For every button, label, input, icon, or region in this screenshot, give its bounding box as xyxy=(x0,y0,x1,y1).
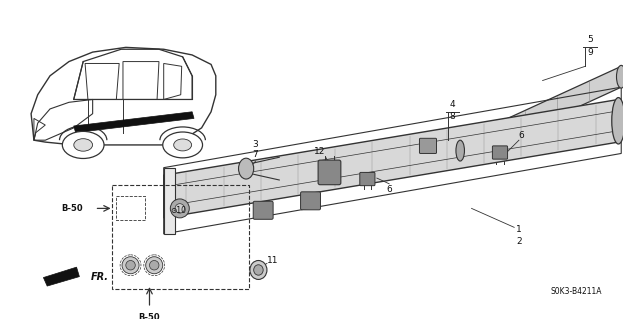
Circle shape xyxy=(175,204,184,213)
Text: 6: 6 xyxy=(518,131,524,140)
Ellipse shape xyxy=(330,166,338,183)
Ellipse shape xyxy=(62,131,104,159)
Text: 5: 5 xyxy=(587,35,593,44)
Ellipse shape xyxy=(173,139,191,151)
Text: 1: 1 xyxy=(516,225,522,234)
Circle shape xyxy=(146,257,163,274)
FancyBboxPatch shape xyxy=(301,192,321,210)
Ellipse shape xyxy=(456,140,465,161)
Circle shape xyxy=(126,261,135,270)
FancyBboxPatch shape xyxy=(419,138,436,153)
Text: 7: 7 xyxy=(253,150,259,159)
Text: FR.: FR. xyxy=(91,271,109,282)
Circle shape xyxy=(170,199,189,218)
Ellipse shape xyxy=(253,265,263,275)
Text: 6: 6 xyxy=(387,185,392,194)
Text: 8: 8 xyxy=(450,112,456,121)
Polygon shape xyxy=(334,137,424,183)
Polygon shape xyxy=(460,66,621,161)
FancyBboxPatch shape xyxy=(360,172,375,186)
Ellipse shape xyxy=(612,98,625,144)
Text: ⊙10: ⊙10 xyxy=(170,206,186,215)
Ellipse shape xyxy=(239,158,253,179)
FancyBboxPatch shape xyxy=(492,146,508,159)
Text: B-50: B-50 xyxy=(61,204,83,213)
FancyBboxPatch shape xyxy=(253,201,273,219)
Polygon shape xyxy=(164,100,618,218)
Ellipse shape xyxy=(250,261,267,279)
Circle shape xyxy=(150,261,159,270)
Text: 12: 12 xyxy=(314,147,326,156)
FancyBboxPatch shape xyxy=(318,160,341,185)
Text: 9: 9 xyxy=(587,48,593,56)
Polygon shape xyxy=(44,267,79,286)
Ellipse shape xyxy=(163,132,202,158)
Ellipse shape xyxy=(616,65,626,88)
Polygon shape xyxy=(164,168,175,234)
Text: 3: 3 xyxy=(253,140,259,149)
Text: B-50: B-50 xyxy=(139,313,160,319)
Polygon shape xyxy=(74,112,194,133)
Text: S0K3-B4211A: S0K3-B4211A xyxy=(551,287,602,296)
Circle shape xyxy=(122,257,139,274)
Ellipse shape xyxy=(74,139,93,151)
Text: 2: 2 xyxy=(516,237,522,246)
Text: 4: 4 xyxy=(450,100,456,109)
Text: 11: 11 xyxy=(267,256,278,265)
